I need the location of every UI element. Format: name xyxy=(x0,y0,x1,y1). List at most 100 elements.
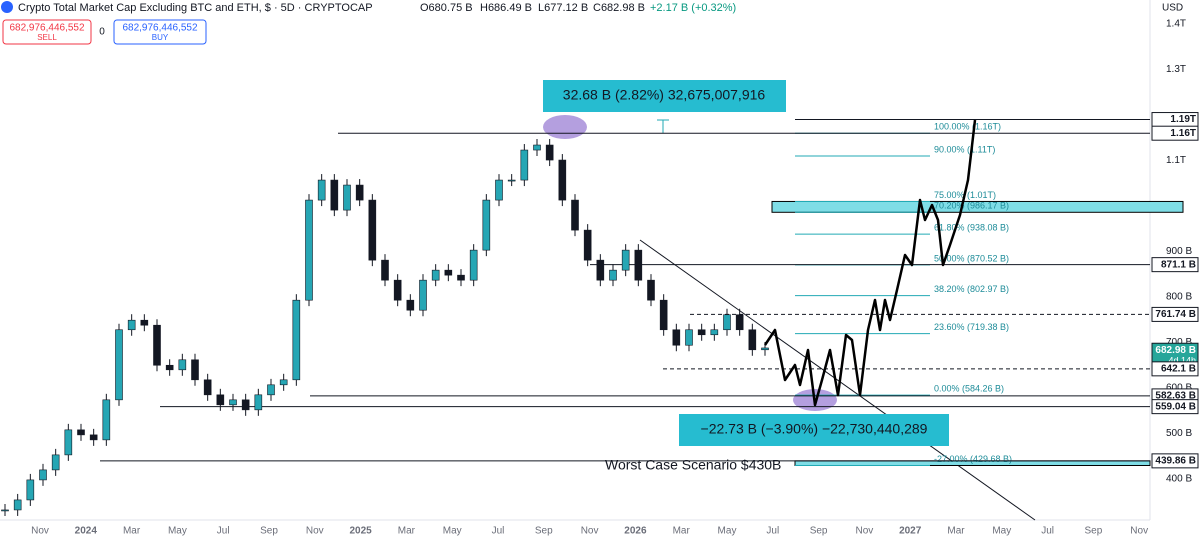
candle xyxy=(267,384,275,396)
candle xyxy=(634,249,643,281)
sell-button[interactable]: 682,976,446,552 SELL xyxy=(2,19,92,45)
ohlc-close: C682.98 B xyxy=(593,2,645,14)
y-tick-label: 600 B xyxy=(1166,383,1192,394)
y-tick-label: 900 B xyxy=(1166,246,1192,257)
fib-band xyxy=(771,200,1184,213)
x-tick-label: Sep xyxy=(810,526,828,537)
candle xyxy=(89,434,98,441)
candle xyxy=(203,379,212,396)
candle xyxy=(672,329,681,346)
candle xyxy=(381,259,389,281)
candle xyxy=(596,259,605,281)
x-tick-label: Jul xyxy=(1041,526,1054,537)
candle xyxy=(748,329,757,351)
candle xyxy=(609,269,617,281)
fib-label: 23.60% (719.38 B) xyxy=(934,322,1009,332)
candle xyxy=(507,179,516,182)
price-label-box xyxy=(1151,453,1199,469)
candle xyxy=(191,359,199,381)
x-tick-label: Jul xyxy=(217,526,230,537)
fib-label: 61.80% (938.08 B) xyxy=(934,223,1009,233)
currency: USD xyxy=(1162,3,1183,14)
candle xyxy=(39,469,47,481)
candle xyxy=(51,454,60,471)
candle xyxy=(254,394,263,411)
x-tick-label: 2025 xyxy=(349,526,372,537)
ohlc-open: O680.75 B xyxy=(420,2,473,14)
x-tick-label: May xyxy=(443,526,462,537)
candle xyxy=(583,229,592,261)
price-label: 559.04 B xyxy=(1155,401,1196,412)
spread: 0 xyxy=(99,27,105,38)
candle xyxy=(343,184,351,211)
price-label-box xyxy=(1151,306,1199,322)
y-tick-label: 700 B xyxy=(1166,337,1192,348)
candle xyxy=(292,299,301,381)
y-tick-label: 800 B xyxy=(1166,292,1192,303)
price-label: 761.74 B xyxy=(1155,309,1196,320)
candle xyxy=(330,179,339,211)
candle xyxy=(495,179,503,201)
price-label-box xyxy=(1151,399,1199,415)
price-label: 871.1 B xyxy=(1161,259,1196,270)
candle xyxy=(558,159,567,201)
candle xyxy=(457,274,465,281)
countdown: 4d 14h xyxy=(1168,356,1196,366)
fib-label: -27.00% (429.68 B) xyxy=(934,454,1012,464)
price-label: 1.19T xyxy=(1170,114,1196,125)
ohlc-high: H686.49 B xyxy=(480,2,532,14)
y-tick-label: 1.3T xyxy=(1166,64,1186,75)
candle xyxy=(659,299,668,331)
candle xyxy=(419,279,427,311)
price-label: 682.98 B xyxy=(1155,345,1196,356)
candle xyxy=(710,329,719,336)
candle xyxy=(229,399,237,406)
price-label-box xyxy=(1151,361,1199,377)
x-tick-label: Mar xyxy=(673,526,691,537)
annotation-top: 32.68 B (2.82%) 32,675,007,916 xyxy=(563,87,766,103)
x-tick-label: Nov xyxy=(1130,526,1148,537)
symbol-logo xyxy=(1,1,13,13)
ohlc-change: +2.17 B (+0.32%) xyxy=(650,2,736,14)
candle xyxy=(685,329,693,346)
candle xyxy=(216,394,225,406)
sell-price: 682,976,446,552 xyxy=(9,23,85,34)
candle xyxy=(279,379,288,386)
candle xyxy=(621,249,630,271)
candle xyxy=(571,199,579,231)
price-label: 642.1 B xyxy=(1161,363,1196,374)
price-label-box xyxy=(1151,257,1199,273)
buy-label: BUY xyxy=(152,33,169,42)
x-tick-label: Sep xyxy=(260,526,278,537)
candle xyxy=(317,179,326,201)
price-label: 1.16T xyxy=(1170,128,1196,139)
price-label: 439.86 B xyxy=(1155,456,1196,467)
candle xyxy=(305,199,313,301)
x-tick-label: May xyxy=(992,526,1011,537)
x-tick-label: 2026 xyxy=(624,526,647,537)
buy-price: 682,976,446,552 xyxy=(122,23,198,34)
candle xyxy=(64,429,73,456)
chart-title: Crypto Total Market Cap Excluding BTC an… xyxy=(18,2,373,14)
candle xyxy=(115,329,123,401)
candle xyxy=(520,149,529,181)
candle xyxy=(393,279,402,301)
x-tick-label: May xyxy=(168,526,187,537)
projection-drawing xyxy=(763,119,977,407)
candle xyxy=(77,429,85,436)
annotation-box xyxy=(679,414,949,446)
price-label-box xyxy=(1151,125,1199,141)
candle xyxy=(482,199,491,251)
fib-label: 38.20% (802.97 B) xyxy=(934,284,1009,294)
candle xyxy=(178,359,187,371)
x-tick-label: 2027 xyxy=(899,526,922,537)
x-tick-label: 2024 xyxy=(75,526,98,537)
buy-button[interactable]: 682,976,446,552 BUY xyxy=(113,19,207,45)
candle xyxy=(153,324,161,366)
x-tick-label: Nov xyxy=(306,526,324,537)
fib-label: 70.20% (986.17 B) xyxy=(934,201,1009,211)
candle xyxy=(697,329,706,336)
candle xyxy=(545,144,554,161)
fib-label: 100.00% (1.16T) xyxy=(934,122,1001,132)
fib-label: 0.00% (584.26 B) xyxy=(934,384,1004,394)
